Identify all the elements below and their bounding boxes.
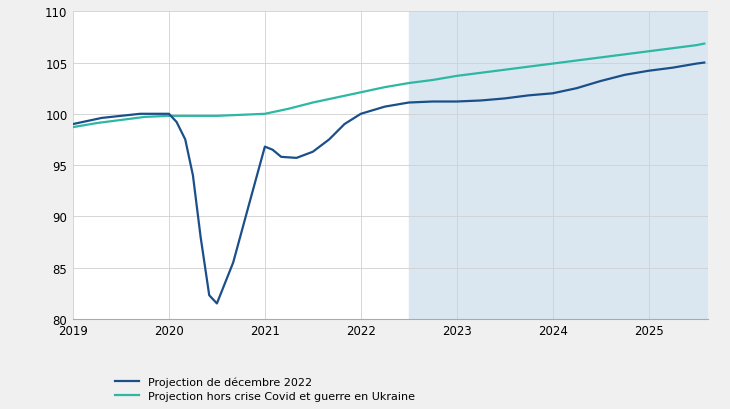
Bar: [409, 12, 708, 319]
Legend: Projection de décembre 2022, Projection hors crise Covid et guerre en Ukraine: Projection de décembre 2022, Projection …: [110, 372, 420, 405]
